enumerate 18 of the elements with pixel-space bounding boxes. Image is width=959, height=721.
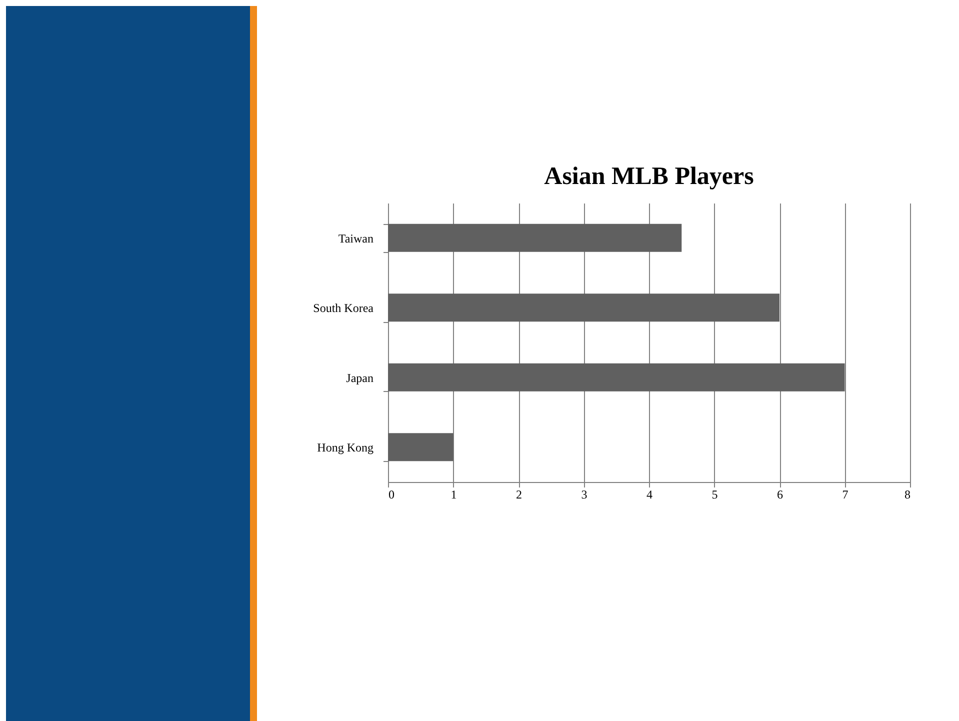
- y-tick-label: Taiwan: [338, 231, 374, 246]
- y-tick-label: Hong Kong: [317, 440, 374, 455]
- x-tick-label: 6: [777, 488, 783, 502]
- bar: [388, 363, 845, 392]
- y-tick-label: South Korea: [313, 301, 374, 316]
- x-tick-label: 3: [581, 488, 588, 502]
- x-tick-label: 2: [516, 488, 522, 502]
- chart-title: Asian MLB Players: [544, 163, 754, 190]
- x-tick-label: 0: [388, 488, 394, 502]
- x-tick-label: 1: [450, 488, 457, 502]
- bar: [388, 224, 682, 252]
- bar: [388, 294, 780, 322]
- x-tick-label: 4: [646, 488, 652, 502]
- y-tick-label: Japan: [346, 370, 374, 385]
- bar: [388, 433, 454, 462]
- x-tick-label: 7: [842, 488, 848, 502]
- x-tick-label: 5: [712, 488, 718, 502]
- x-tick-label: 8: [904, 488, 910, 502]
